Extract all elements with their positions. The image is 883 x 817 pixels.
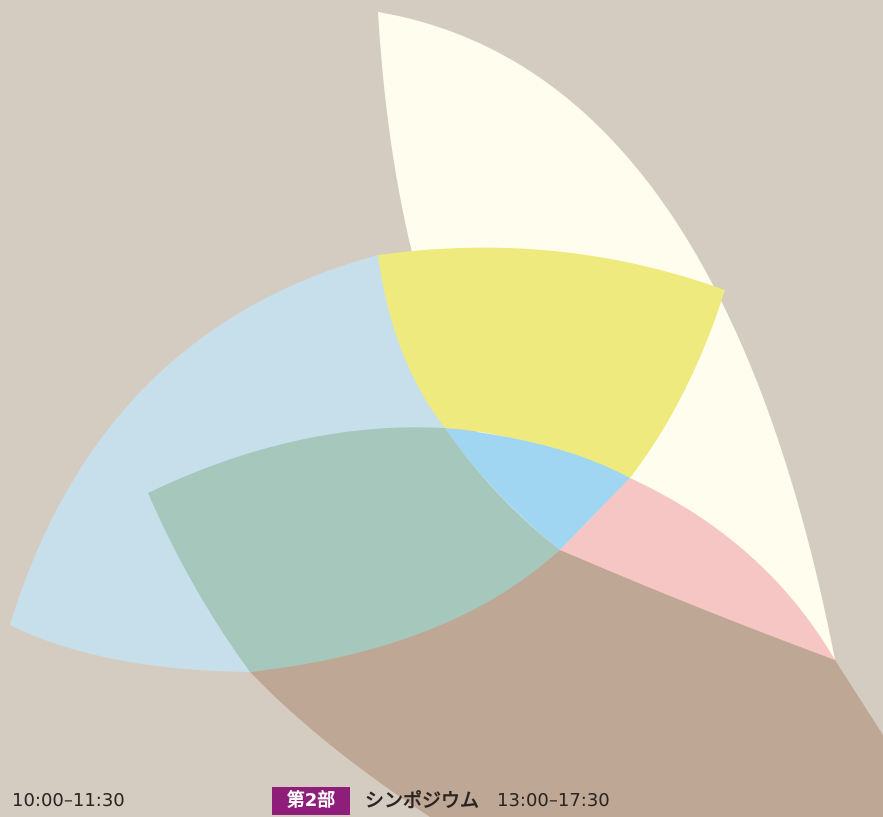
page: 10:00–11:30 第2部 シンポジウム 13:00–17:30 (() =…	[0, 0, 883, 817]
part-label: 第2部	[287, 789, 336, 811]
session-time: 10:00–11:30	[12, 790, 125, 811]
part-title: シンポジウム	[365, 789, 479, 812]
poster: 10:00–11:30 第2部 シンポジウム 13:00–17:30	[0, 0, 883, 817]
part-time: 13:00–17:30	[497, 790, 610, 811]
